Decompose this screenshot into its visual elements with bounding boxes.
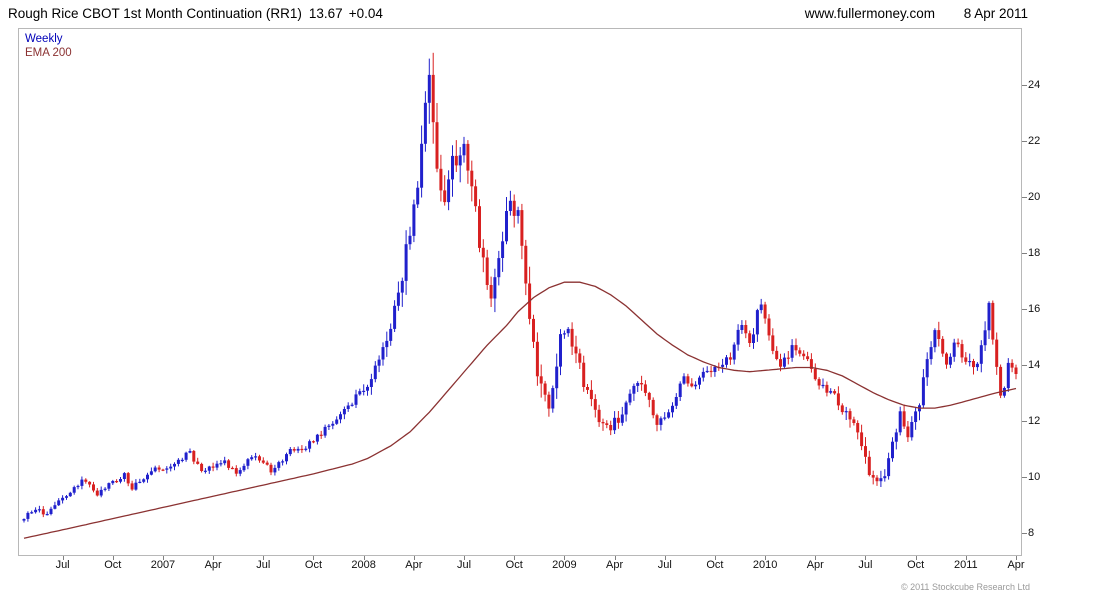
y-axis-tick-mark	[1022, 532, 1027, 534]
candlestick-chart-canvas	[22, 52, 1018, 539]
chart-legend: Weekly EMA 200	[25, 32, 72, 60]
x-axis-tick-mark	[564, 556, 566, 560]
x-axis-tick-label: Oct	[104, 559, 122, 571]
x-axis-tick-mark	[213, 556, 215, 560]
x-axis-tick-mark	[815, 556, 817, 560]
y-axis-tick-mark	[1022, 364, 1027, 366]
chart-title: Rough Rice CBOT 1st Month Continuation (…	[8, 6, 383, 21]
x-axis-tick-label: Jul	[456, 559, 472, 571]
price-change: +0.04	[348, 6, 383, 21]
y-axis-tick-mark	[1022, 476, 1027, 478]
y-axis-tick-mark	[1022, 420, 1027, 422]
y-axis-tick-label: 10	[1028, 470, 1041, 483]
x-axis-tick-mark	[62, 556, 64, 560]
y-axis-tick-label: 22	[1028, 134, 1041, 147]
x-axis-tick-mark	[413, 556, 415, 560]
x-axis-tick-label: Apr	[1007, 559, 1025, 571]
x-axis-tick-mark	[464, 556, 466, 560]
x-axis-tick-mark	[112, 556, 114, 560]
y-axis-tick-mark	[1022, 84, 1027, 86]
y-axis-tick-mark	[1022, 308, 1027, 310]
x-axis-tick-label: Oct	[505, 559, 523, 571]
x-axis-tick-label: Apr	[606, 559, 624, 571]
last-price: 13.67	[308, 6, 343, 21]
x-axis-tick-mark	[965, 556, 967, 560]
y-axis-tick-label: 20	[1028, 190, 1041, 203]
x-axis-tick-mark	[865, 556, 867, 560]
x-axis-tick-label: Jul	[657, 559, 672, 571]
x-axis-tick-mark	[714, 556, 716, 560]
legend-ema-200-label: EMA 200	[25, 47, 72, 59]
y-axis-tick-label: 24	[1028, 78, 1041, 91]
x-axis-tick-mark	[614, 556, 616, 560]
y-axis-tick-label: 16	[1028, 302, 1041, 315]
quote-date: 8 Apr 2011	[963, 6, 1028, 21]
x-axis-tick-label: Apr	[204, 559, 222, 571]
instrument-name: Rough Rice CBOT 1st Month Continuation (…	[8, 6, 302, 21]
x-axis-tick-mark	[363, 556, 365, 560]
x-axis-tick-label: Jul	[55, 559, 70, 571]
x-axis-tick-mark	[765, 556, 767, 560]
x-axis-tick-mark	[514, 556, 516, 560]
x-axis-tick-mark	[1016, 556, 1017, 560]
x-axis-tick-mark	[664, 556, 666, 560]
x-axis-tick-label: 2010	[752, 559, 778, 571]
website-label: www.fullermoney.com	[804, 6, 935, 21]
y-axis-tick-label: 14	[1028, 358, 1041, 371]
x-axis-tick-label: 2009	[552, 559, 577, 571]
y-axis-tick-mark	[1022, 140, 1027, 142]
x-axis-tick-label: Jul	[858, 559, 873, 571]
y-axis-tick-mark	[1022, 196, 1027, 198]
x-axis-tick-mark	[313, 556, 315, 560]
x-axis-tick-mark	[263, 556, 265, 560]
x-axis-tick-label: Oct	[304, 559, 323, 571]
copyright-notice: © 2011 Stockcube Research Ltd	[900, 582, 1030, 592]
x-axis-tick-mark	[162, 556, 164, 560]
x-axis-tick-label: Jul	[256, 559, 271, 571]
x-axis-tick-label: Apr	[806, 559, 824, 571]
y-axis-tick-label: 8	[1028, 526, 1035, 539]
x-axis-tick-label: Apr	[405, 559, 423, 571]
y-axis-tick-label: 18	[1028, 246, 1041, 259]
x-axis-tick-label: 2008	[351, 559, 376, 571]
x-axis-tick-label: 2007	[150, 559, 176, 571]
x-axis-tick-label: Oct	[706, 559, 724, 571]
x-axis-tick-label: Oct	[907, 559, 925, 571]
x-axis-tick-mark	[915, 556, 917, 560]
y-axis-tick-mark	[1022, 252, 1027, 254]
price-chart: Weekly EMA 200	[18, 28, 1022, 556]
y-axis-tick-label: 12	[1028, 414, 1041, 427]
legend-weekly-label: Weekly	[25, 33, 63, 45]
x-axis-tick-label: 2011	[953, 559, 978, 571]
